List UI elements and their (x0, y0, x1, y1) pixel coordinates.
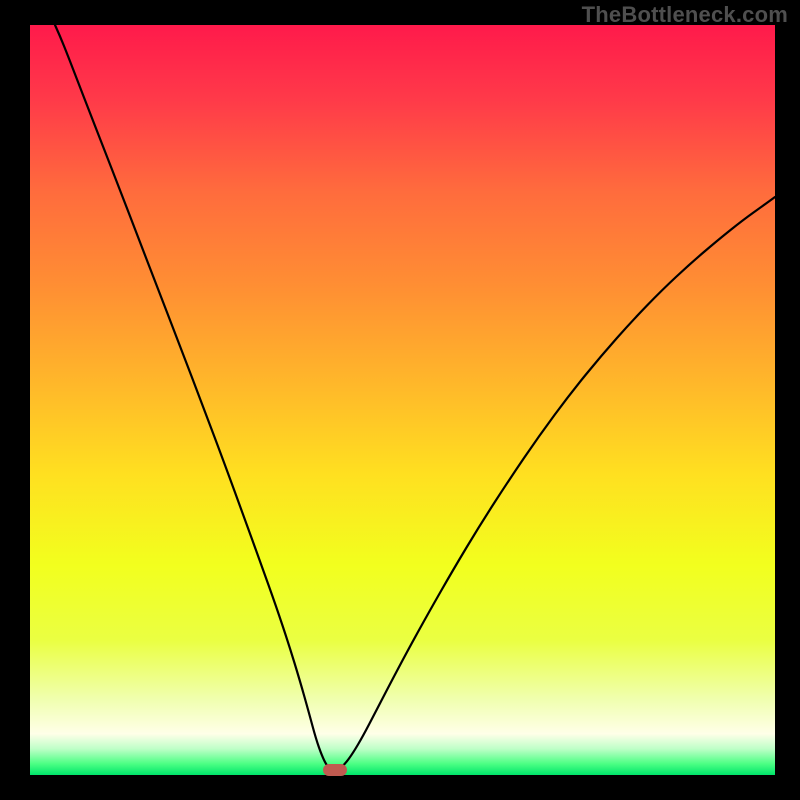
watermark-text: TheBottleneck.com (582, 2, 788, 28)
bottleneck-chart-svg (0, 0, 800, 800)
chart-canvas: TheBottleneck.com (0, 0, 800, 800)
minimum-marker (323, 764, 347, 776)
